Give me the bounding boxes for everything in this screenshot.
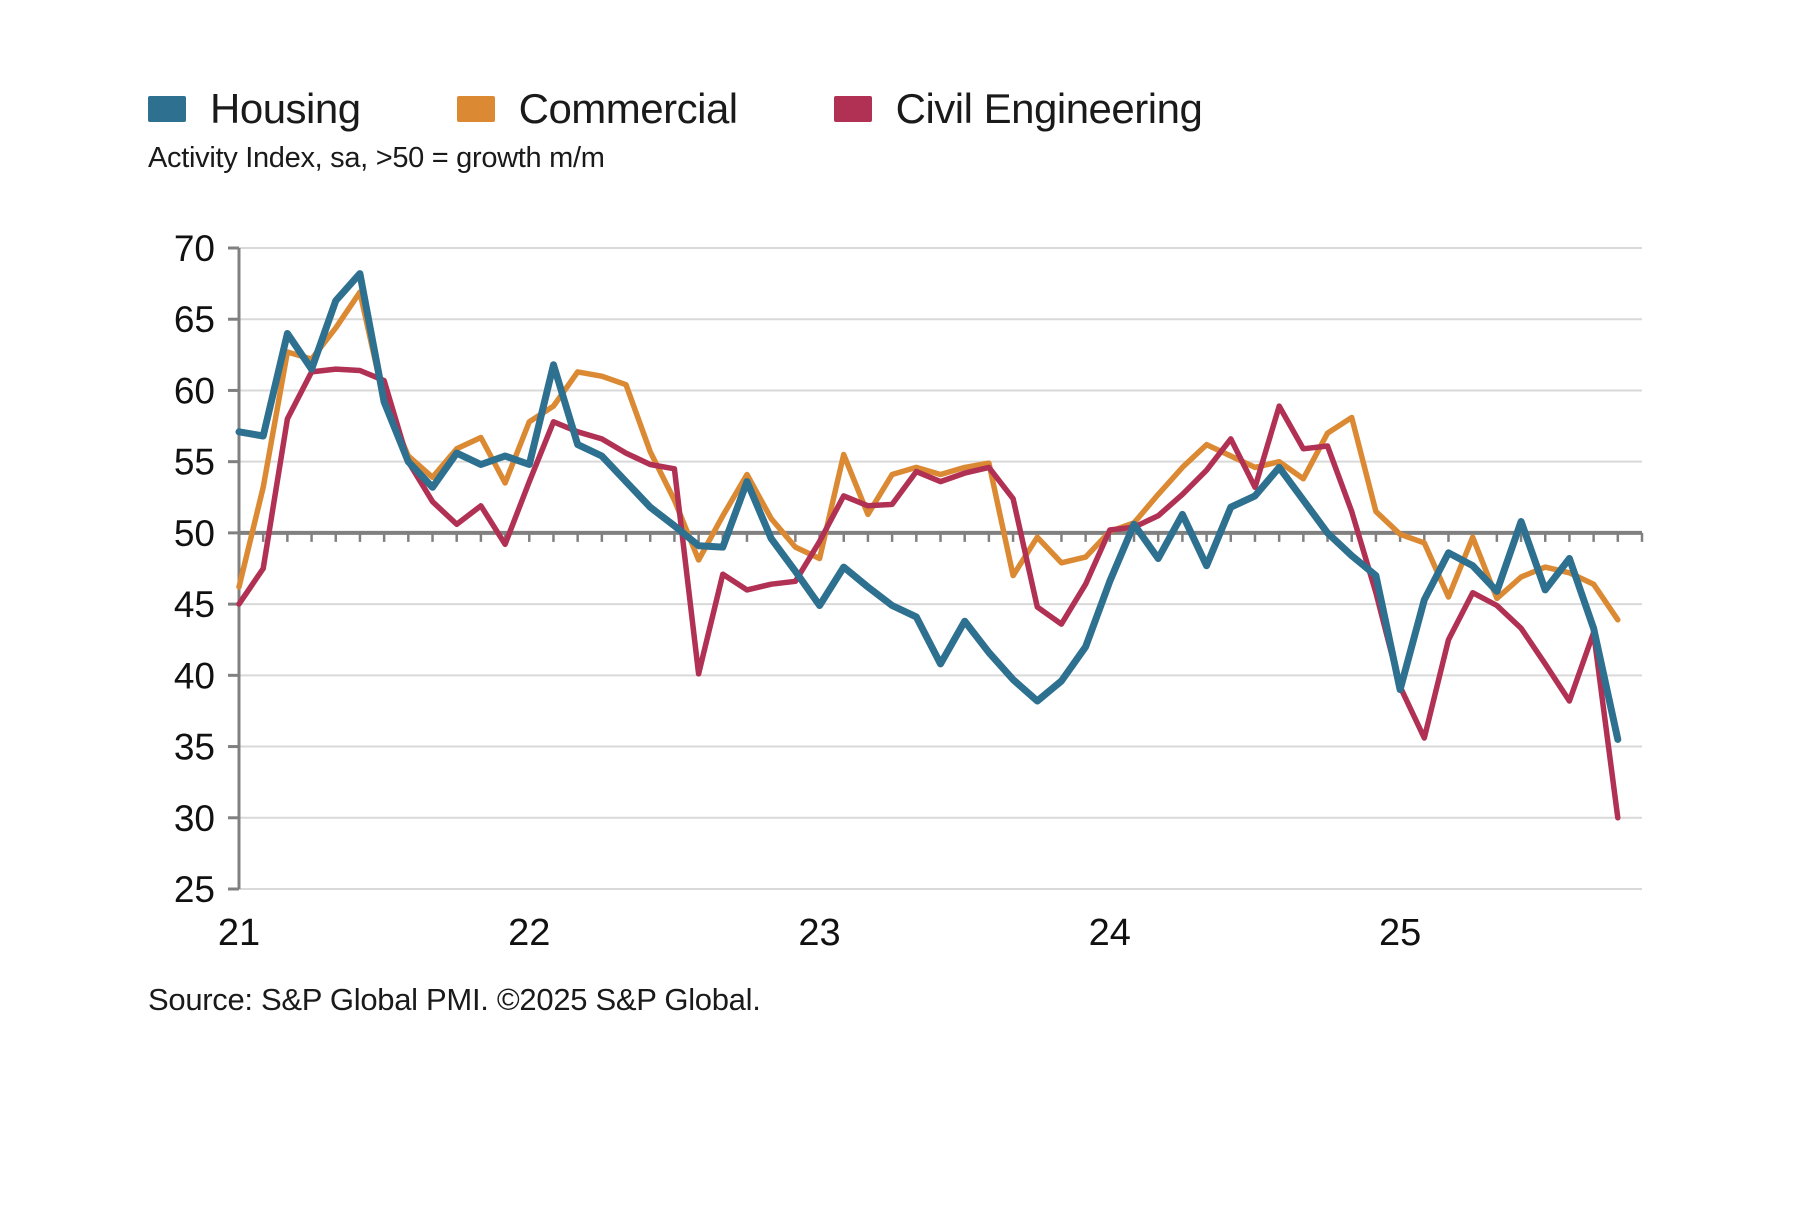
y-tick-label: 40 bbox=[174, 655, 215, 696]
y-tick-label: 25 bbox=[174, 869, 215, 910]
chart-subtitle: Activity Index, sa, >50 = growth m/m bbox=[148, 142, 605, 174]
x-tick-label: 21 bbox=[218, 912, 260, 954]
x-tick-label: 25 bbox=[1379, 912, 1421, 954]
y-tick-label: 30 bbox=[174, 798, 215, 839]
y-tick-label: 60 bbox=[174, 370, 215, 411]
source-note: Source: S&P Global PMI. ©2025 S&P Global… bbox=[148, 982, 761, 1017]
legend-label-housing: Housing bbox=[210, 85, 361, 132]
legend-label-commercial: Commercial bbox=[518, 85, 739, 132]
x-tick-label: 23 bbox=[798, 912, 840, 954]
civil-engineering-line bbox=[236, 366, 1621, 821]
commercial-swatch-icon bbox=[456, 96, 495, 122]
reference-line-50 bbox=[237, 530, 1644, 542]
y-axis: 70 65 60 55 50 45 40 35 30 25 bbox=[174, 228, 241, 910]
civil-engineering-swatch-icon bbox=[833, 96, 872, 122]
legend: Housing Commercial Civil Engineering bbox=[148, 85, 1203, 132]
legend-item-civil-engineering: Civil Engineering bbox=[833, 85, 1203, 132]
y-tick-label: 65 bbox=[174, 299, 215, 340]
legend-item-commercial: Commercial bbox=[456, 85, 739, 132]
commercial-line bbox=[236, 289, 1621, 623]
legend-label-civil-engineering: Civil Engineering bbox=[895, 85, 1203, 132]
y-tick-label: 45 bbox=[174, 584, 215, 625]
y-tick-label: 70 bbox=[174, 228, 215, 269]
x-tick-label: 22 bbox=[508, 912, 550, 954]
legend-item-housing: Housing bbox=[148, 88, 361, 130]
x-tick-label: 24 bbox=[1089, 912, 1131, 954]
y-tick-label: 55 bbox=[174, 442, 215, 483]
housing-swatch-icon bbox=[148, 96, 186, 122]
y-tick-label: 35 bbox=[174, 727, 215, 768]
x-axis: 21 22 23 24 25 bbox=[218, 912, 1421, 954]
y-tick-label: 50 bbox=[174, 513, 215, 554]
gridlines bbox=[239, 247, 1642, 890]
housing-line bbox=[235, 270, 1622, 743]
